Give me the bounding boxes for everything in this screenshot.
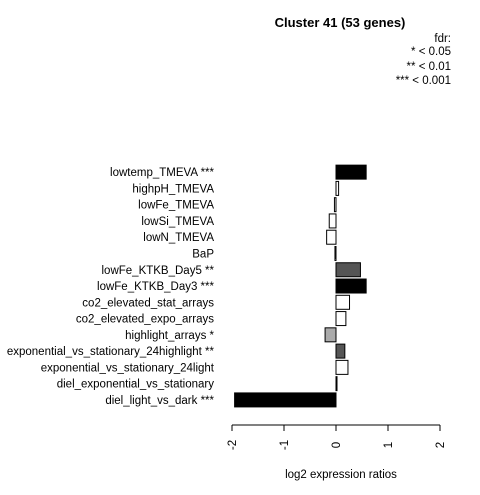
bar-12	[335, 343, 346, 359]
bars-group	[234, 164, 367, 408]
category-label-5: lowN_TMEVA	[143, 232, 214, 244]
category-label-10: co2_elevated_expo_arrays	[76, 314, 214, 326]
legend-entry-1: * < 0.05	[411, 46, 451, 58]
category-label-15: diel_light_vs_dark ***	[105, 395, 214, 407]
chart-title: Cluster 41 (53 genes)	[275, 15, 406, 30]
bar-9	[335, 294, 351, 310]
bar-15	[234, 392, 337, 408]
x-axis-label: log2 expression ratios	[285, 469, 397, 481]
bar-1	[335, 164, 367, 180]
x-tick-label-4: 1	[383, 442, 395, 448]
x-tick-label-2: -1	[279, 440, 291, 450]
category-label-8: lowFe_KTKB_Day3 ***	[97, 281, 214, 293]
x-axis: -2 -1 0 1 2	[227, 424, 447, 450]
bar-13	[335, 359, 349, 375]
legend-entry-2: ** < 0.01	[407, 61, 451, 73]
bar-7	[335, 262, 361, 278]
bar-6	[334, 245, 337, 261]
x-tick-label-3: 0	[331, 442, 343, 448]
category-labels: lowtemp_TMEVA *** highpH_TMEVA lowFe_TMEVA…	[7, 167, 215, 407]
category-label-3: lowFe_TMEVA	[138, 200, 214, 212]
category-label-4: lowSi_TMEVA	[141, 216, 214, 228]
category-label-11: highlight_arrays *	[125, 330, 214, 342]
bar-11	[324, 327, 337, 343]
x-tick-label-1: -2	[227, 440, 239, 450]
legend-title: fdr:	[434, 33, 451, 45]
bar-2	[335, 180, 340, 196]
legend-entry-3: *** < 0.001	[396, 75, 451, 87]
category-label-12: exponential_vs_stationary_24highlight **	[7, 346, 215, 358]
bar-14	[335, 376, 338, 392]
category-label-7: lowFe_KTKB_Day5 **	[102, 265, 215, 277]
category-label-2: highpH_TMEVA	[132, 183, 214, 195]
category-label-6: BaP	[192, 248, 214, 260]
bar-10	[335, 311, 347, 327]
bar-5	[326, 229, 337, 245]
category-label-9: co2_elevated_stat_arrays	[82, 297, 214, 309]
bar-8	[335, 278, 367, 294]
bar-4	[328, 213, 337, 229]
category-label-13: exponential_vs_stationary_24light	[41, 362, 215, 374]
legend: fdr: * < 0.05 ** < 0.01 *** < 0.001	[396, 33, 451, 87]
x-tick-label-5: 2	[435, 442, 447, 448]
bar-3	[333, 197, 337, 213]
category-label-14: diel_exponential_vs_stationary	[57, 379, 215, 391]
category-label-1: lowtemp_TMEVA ***	[110, 167, 214, 179]
